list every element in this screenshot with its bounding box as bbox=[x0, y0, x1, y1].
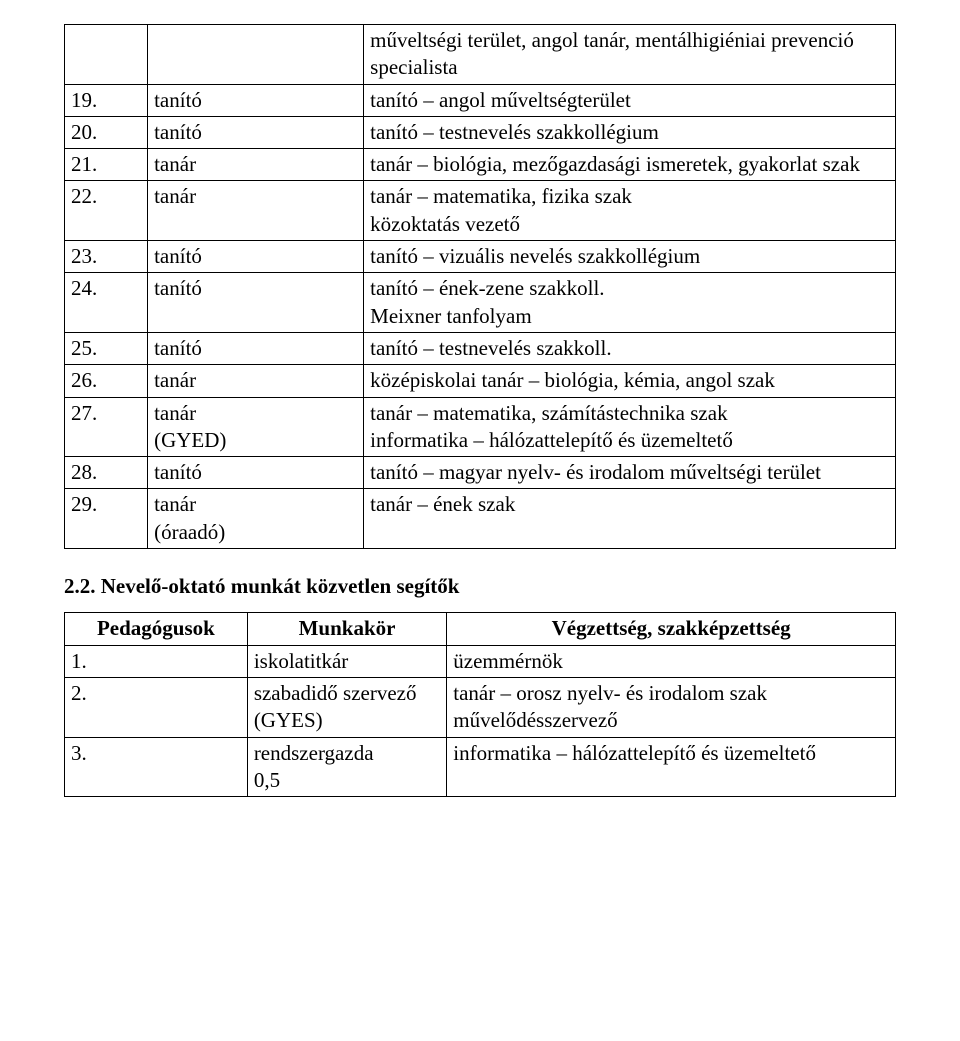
section-heading: 2.2. Nevelő-oktató munkát közvetlen segí… bbox=[64, 573, 896, 600]
cell-num: 22. bbox=[65, 181, 148, 241]
table1-header-qual: műveltségi terület, angol tanár, mentálh… bbox=[364, 25, 896, 85]
table-row: 19.tanítótanító – angol műveltségterület bbox=[65, 84, 896, 116]
cell-role: tanító bbox=[148, 116, 364, 148]
cell-role: tanár(óraadó) bbox=[148, 489, 364, 549]
cell-num: 20. bbox=[65, 116, 148, 148]
cell-qualification: informatika – hálózattelepítő és üzemelt… bbox=[447, 737, 896, 797]
cell-num: 25. bbox=[65, 332, 148, 364]
cell-role: tanító bbox=[148, 457, 364, 489]
cell-qualification: tanár – biológia, mezőgazdasági ismerete… bbox=[364, 149, 896, 181]
cell-qualification: tanító – testnevelés szakkoll. bbox=[364, 332, 896, 364]
cell-num: 24. bbox=[65, 273, 148, 333]
table-row: 20.tanítótanító – testnevelés szakkollég… bbox=[65, 116, 896, 148]
table-row: 27.tanár(GYED)tanár – matematika, számít… bbox=[65, 397, 896, 457]
cell-role: tanár(GYED) bbox=[148, 397, 364, 457]
cell-role: szabadidő szervező(GYES) bbox=[247, 677, 446, 737]
table-row: 1.iskolatitkárüzemmérnök bbox=[65, 645, 896, 677]
cell-qualification: középiskolai tanár – biológia, kémia, an… bbox=[364, 365, 896, 397]
cell-num: 1. bbox=[65, 645, 248, 677]
cell-qualification: tanár – matematika, számítástechnika sza… bbox=[364, 397, 896, 457]
table-row: 3.rendszergazda0,5informatika – hálózatt… bbox=[65, 737, 896, 797]
cell-role: tanító bbox=[148, 84, 364, 116]
cell-num: 23. bbox=[65, 241, 148, 273]
cell-qualification: tanító – ének-zene szakkoll.Meixner tanf… bbox=[364, 273, 896, 333]
cell-qualification: tanár – matematika, fizika szakközoktatá… bbox=[364, 181, 896, 241]
cell-qualification: üzemmérnök bbox=[447, 645, 896, 677]
cell-num: 28. bbox=[65, 457, 148, 489]
table-row: 21.tanártanár – biológia, mezőgazdasági … bbox=[65, 149, 896, 181]
cell-num: 3. bbox=[65, 737, 248, 797]
cell-qualification: tanító – testnevelés szakkollégium bbox=[364, 116, 896, 148]
table-row: 22.tanártanár – matematika, fizika szakk… bbox=[65, 181, 896, 241]
table-row: 28.tanítótanító – magyar nyelv- és iroda… bbox=[65, 457, 896, 489]
cell-qualification: tanító – magyar nyelv- és irodalom művel… bbox=[364, 457, 896, 489]
table1-header-role bbox=[148, 25, 364, 85]
cell-qualification: tanító – angol műveltségterület bbox=[364, 84, 896, 116]
table1-header-row: műveltségi terület, angol tanár, mentálh… bbox=[65, 25, 896, 85]
cell-num: 27. bbox=[65, 397, 148, 457]
cell-role: tanár bbox=[148, 149, 364, 181]
table2-col-munkakor: Munkakör bbox=[247, 613, 446, 645]
cell-num: 2. bbox=[65, 677, 248, 737]
staff-table-2: Pedagógusok Munkakör Végzettség, szakkép… bbox=[64, 612, 896, 797]
cell-num: 29. bbox=[65, 489, 148, 549]
cell-num: 19. bbox=[65, 84, 148, 116]
table2-col-vegzettseg: Végzettség, szakképzettség bbox=[447, 613, 896, 645]
cell-role: tanító bbox=[148, 332, 364, 364]
table-row: 23.tanítótanító – vizuális nevelés szakk… bbox=[65, 241, 896, 273]
table2-header-row: Pedagógusok Munkakör Végzettség, szakkép… bbox=[65, 613, 896, 645]
cell-role: tanár bbox=[148, 181, 364, 241]
table-row: 29.tanár(óraadó)tanár – ének szak bbox=[65, 489, 896, 549]
cell-num: 26. bbox=[65, 365, 148, 397]
table-row: 26.tanárközépiskolai tanár – biológia, k… bbox=[65, 365, 896, 397]
cell-role: rendszergazda0,5 bbox=[247, 737, 446, 797]
cell-role: tanító bbox=[148, 241, 364, 273]
cell-role: tanár bbox=[148, 365, 364, 397]
table2-col-pedagogusok: Pedagógusok bbox=[65, 613, 248, 645]
table-row: 24.tanítótanító – ének-zene szakkoll.Mei… bbox=[65, 273, 896, 333]
cell-num: 21. bbox=[65, 149, 148, 181]
table1-header-num bbox=[65, 25, 148, 85]
cell-qualification: tanító – vizuális nevelés szakkollégium bbox=[364, 241, 896, 273]
cell-role: tanító bbox=[148, 273, 364, 333]
cell-qualification: tanár – ének szak bbox=[364, 489, 896, 549]
cell-qualification: tanár – orosz nyelv- és irodalom szakműv… bbox=[447, 677, 896, 737]
table-row: 2.szabadidő szervező(GYES)tanár – orosz … bbox=[65, 677, 896, 737]
table-row: 25.tanítótanító – testnevelés szakkoll. bbox=[65, 332, 896, 364]
cell-role: iskolatitkár bbox=[247, 645, 446, 677]
staff-table-1: műveltségi terület, angol tanár, mentálh… bbox=[64, 24, 896, 549]
